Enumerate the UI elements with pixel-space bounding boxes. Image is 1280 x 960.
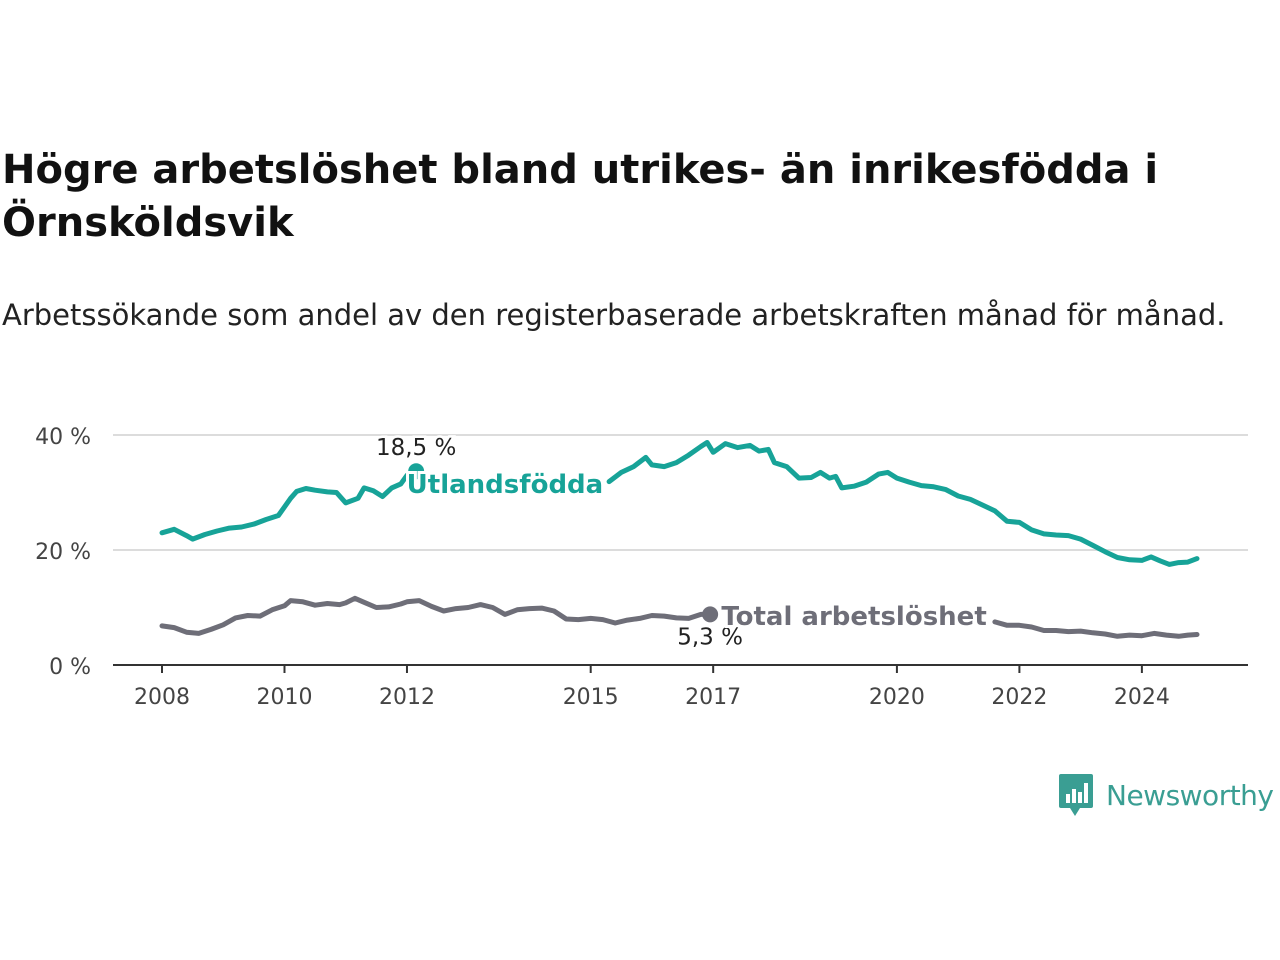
- series-total-line: [992, 619, 1200, 639]
- series-end-value-label: 5,3 %: [677, 624, 743, 650]
- y-tick-label: 20 %: [35, 540, 91, 565]
- series-utlandsfodda-line: [606, 440, 1200, 567]
- newsworthy-logo: Newsworthy: [1058, 772, 1274, 818]
- series-total-line: [159, 595, 713, 636]
- x-tick-label: 2012: [379, 685, 435, 710]
- brand-name: Newsworthy: [1106, 778, 1274, 812]
- y-axis: 0 % 20 % 40 %: [35, 425, 91, 680]
- line-chart: 0 % 20 % 40 % 2008 2010 2012 2015 2017 2020 2022…: [35, 425, 1248, 710]
- series-labels: Utlandsfödda Total arbetslöshet: [404, 467, 990, 635]
- series-utlandsfodda-label: Utlandsfödda: [407, 470, 604, 500]
- series-end-marker: [408, 463, 425, 480]
- y-tick-label: 40 %: [35, 425, 91, 450]
- series-total-label: Total arbetslöshet: [721, 602, 986, 632]
- x-tick-label: 2017: [685, 685, 741, 710]
- series-end-value-label: 18,5 %: [376, 435, 456, 461]
- x-tick-label: 2008: [134, 685, 190, 710]
- x-tick-label: 2020: [869, 685, 925, 710]
- x-axis: 2008 2010 2012 2015 2017 2020 2022 2024: [134, 665, 1170, 710]
- gridlines: [113, 434, 1248, 666]
- series-lines: 18,5 % 5,3 %: [159, 433, 1200, 653]
- series-utlandsfodda-line: [159, 468, 419, 542]
- y-tick-label: 0 %: [49, 655, 91, 680]
- series-end-marker: [702, 606, 719, 623]
- x-tick-label: 2022: [991, 685, 1047, 710]
- newsworthy-chart-bubble-icon: [1059, 774, 1093, 816]
- x-tick-label: 2024: [1114, 685, 1170, 710]
- chart-title: Högre arbetslöshet bland utrikes- än inr…: [2, 147, 1159, 246]
- chart-subtitle: Arbetssökande som andel av den registerb…: [2, 298, 1226, 332]
- x-tick-label: 2010: [256, 685, 312, 710]
- x-tick-label: 2015: [563, 685, 619, 710]
